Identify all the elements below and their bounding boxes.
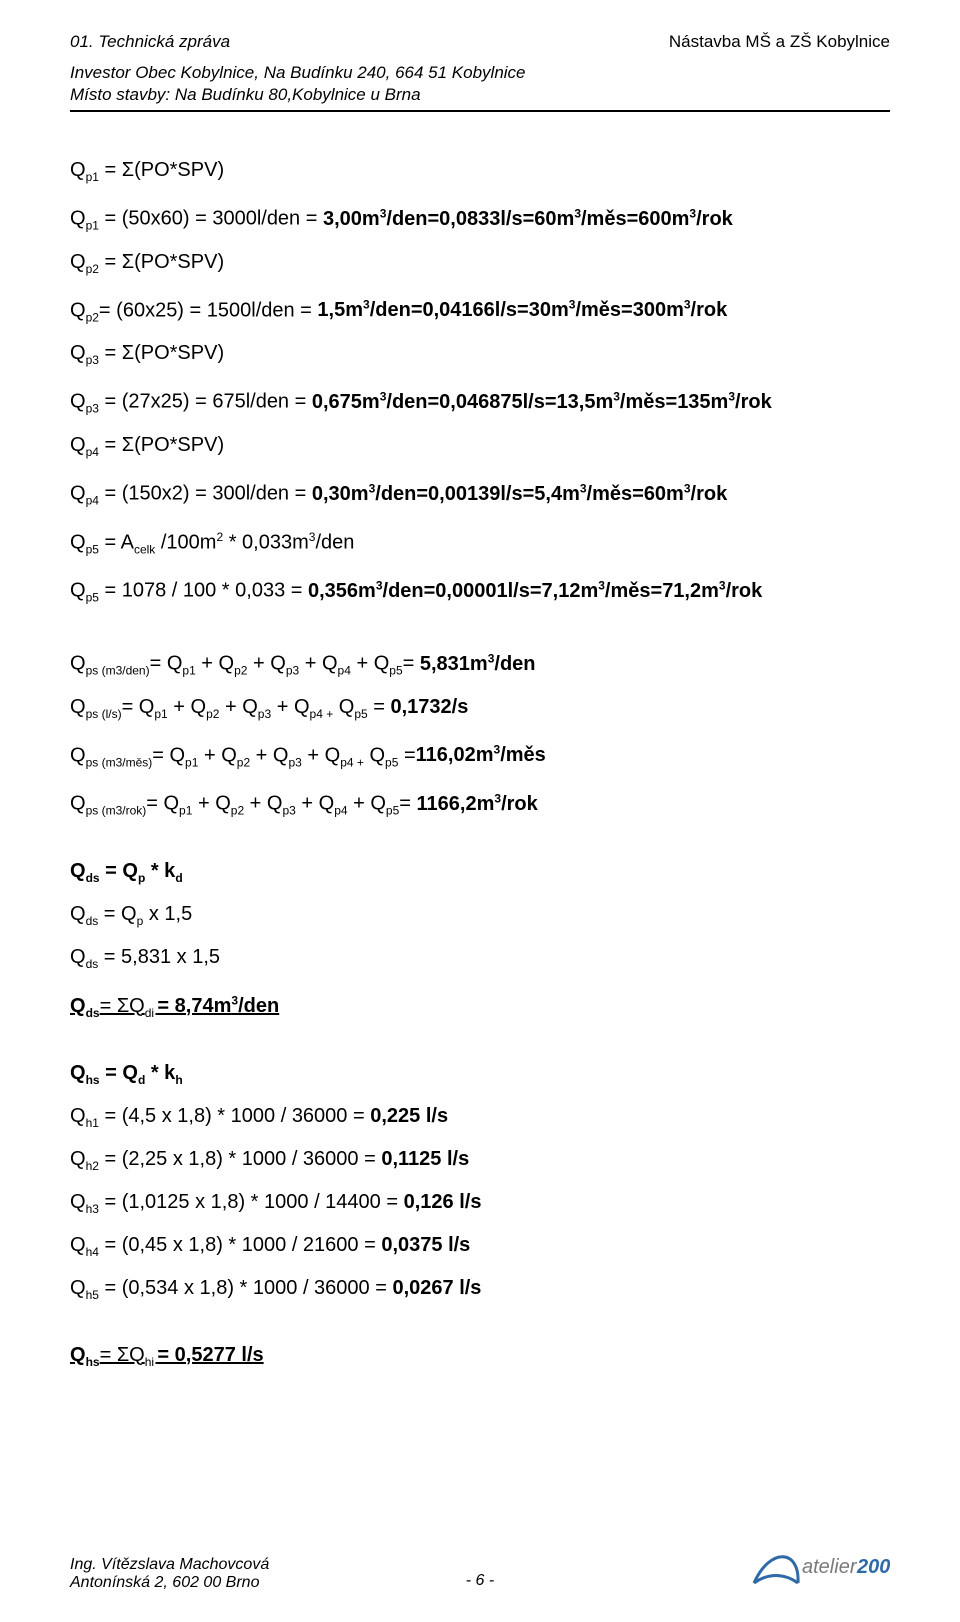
eq-qp4-def: Qp4 = Σ(PO*SPV)	[70, 427, 890, 470]
eq-qh4: Qh4 = (0,45 x 1,8) * 1000 / 21600 = 0,03…	[70, 1227, 890, 1270]
logo-text-atelier: atelier	[802, 1556, 858, 1578]
eq-qp5-val: Qp5 = 1078 / 100 * 0,033 = 0,356m3/den=0…	[70, 567, 890, 616]
logo-text-year: 2007	[856, 1556, 890, 1578]
eq-qds-form: Qds = Qp * kd	[70, 853, 890, 896]
header-right: Nástavba MŠ a ZŠ Kobylnice	[669, 32, 890, 52]
eq-qps-m3den: Qps (m3/den)= Qp1 + Qp2 + Qp3 + Qp4 + Qp…	[70, 640, 890, 689]
footer-author: Ing. Vítězslava Machovcová Antonínská 2,…	[70, 1556, 269, 1592]
eq-qh3: Qh3 = (1,0125 x 1,8) * 1000 / 14400 = 0,…	[70, 1184, 890, 1227]
eq-qh2: Qh2 = (2,25 x 1,8) * 1000 / 36000 = 0,11…	[70, 1141, 890, 1184]
footer-logo: atelier 2007	[750, 1543, 890, 1592]
eq-qps-ls: Qps (l/s)= Qp1 + Qp2 + Qp3 + Qp4 + Qp5 =…	[70, 689, 890, 732]
page: 01. Technická zpráva Nástavba MŠ a ZŠ Ko…	[0, 0, 960, 1622]
eq-qp2-def: Qp2 = Σ(PO*SPV)	[70, 244, 890, 287]
eq-qhs-sum: Qhs= ΣQhi = 0,5277 l/s	[70, 1337, 890, 1380]
eq-qp3-val: Qp3 = (27x25) = 675l/den = 0,675m3/den=0…	[70, 378, 890, 427]
header-sub-line2: Místo stavby: Na Budínku 80,Kobylnice u …	[70, 85, 421, 104]
footer-author-line2: Antonínská 2, 602 00 Brno	[70, 1574, 259, 1591]
eq-qds-2: Qds = 5,831 x 1,5	[70, 939, 890, 982]
eq-qh5: Qh5 = (0,534 x 1,8) * 1000 / 36000 = 0,0…	[70, 1270, 890, 1313]
header-row: 01. Technická zpráva Nástavba MŠ a ZŠ Ko…	[70, 32, 890, 52]
eq-qps-m3rok: Qps (m3/rok)= Qp1 + Qp2 + Qp3 + Qp4 + Qp…	[70, 780, 890, 829]
eq-qh1: Qh1 = (4,5 x 1,8) * 1000 / 36000 = 0,225…	[70, 1098, 890, 1141]
eq-qp4-val: Qp4 = (150x2) = 300l/den = 0,30m3/den=0,…	[70, 470, 890, 519]
footer-page-num: - 6 -	[466, 1572, 494, 1590]
eq-qp1-def: Qp1 = Σ(PO*SPV)	[70, 152, 890, 195]
header-left: 01. Technická zpráva	[70, 32, 230, 51]
eq-qhs-form: Qhs = Qd * kh	[70, 1055, 890, 1098]
eq-qp1-val: Qp1 = (50x60) = 3000l/den = 3,00m3/den=0…	[70, 195, 890, 244]
eq-qds-1: Qds = Qp x 1,5	[70, 896, 890, 939]
eq-qds-sum: Qds= ΣQdi = 8,74m3/den	[70, 982, 890, 1031]
footer-author-line1: Ing. Vítězslava Machovcová	[70, 1556, 269, 1573]
body: Qp1 = Σ(PO*SPV) Qp1 = (50x60) = 3000l/de…	[70, 152, 890, 1380]
header-sub: Investor Obec Kobylnice, Na Budínku 240,…	[70, 62, 890, 112]
eq-qp2-val: Qp2= (60x25) = 1500l/den = 1,5m3/den=0,0…	[70, 287, 890, 336]
header-sub-line1: Investor Obec Kobylnice, Na Budínku 240,…	[70, 63, 526, 82]
eq-qp5-def: Qp5 = Acelk /100m2 * 0,033m3/den	[70, 519, 890, 568]
eq-qp3-def: Qp3 = Σ(PO*SPV)	[70, 335, 890, 378]
atelier-logo-icon: atelier 2007	[750, 1543, 890, 1587]
footer: Ing. Vítězslava Machovcová Antonínská 2,…	[70, 1543, 890, 1592]
eq-qps-m3mes: Qps (m3/měs)= Qp1 + Qp2 + Qp3 + Qp4 + Qp…	[70, 732, 890, 781]
